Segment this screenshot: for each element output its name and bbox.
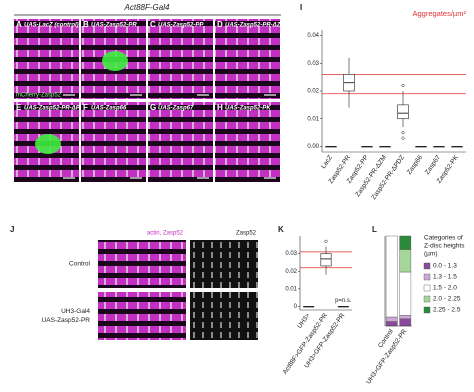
header-title: Act88F-Gal4 — [124, 3, 170, 12]
panel-label: UAS-Zasp52-PR-ΔZM — [225, 23, 286, 29]
legend-label: 1.3 - 1.5 — [433, 274, 457, 281]
legend-title: (µm) — [424, 251, 438, 258]
legend-label: 2.0 - 2.25 — [433, 296, 461, 303]
panel-letter: C — [150, 20, 156, 29]
panel-label: UAS-Zasp52-PR — [91, 23, 137, 29]
panel-letter: K — [278, 225, 284, 234]
micrograph — [98, 292, 186, 340]
y-tick-label: 0.03 — [285, 251, 297, 257]
x-tick-label: Zasp66 — [406, 154, 424, 176]
channel-label: actin, Zasp52 — [147, 231, 184, 237]
row-label: Control — [69, 261, 91, 268]
panel-letter: L — [372, 225, 377, 234]
channel-label: Zasp52 — [236, 231, 257, 237]
legend-title: Categories of — [424, 235, 463, 242]
panel-letter: G — [150, 103, 156, 112]
y-tick-label: 0.04 — [307, 33, 319, 39]
row-label: UAS-Zasp52-PR — [42, 317, 91, 324]
x-tick-label: LacZ — [320, 154, 334, 170]
micrograph — [81, 102, 146, 182]
panel-letter: H — [217, 103, 223, 112]
micrograph — [148, 19, 213, 99]
panel-label: UAS-Zasp66 — [91, 106, 127, 112]
y-tick-label: 0.01 — [307, 116, 319, 122]
box — [397, 104, 409, 120]
y-tick-label: 0.01 — [285, 286, 297, 292]
outlier — [324, 239, 328, 243]
chart-title: Aggregates/µm² — [412, 9, 466, 18]
legend-swatch — [423, 284, 431, 292]
bar-segment — [399, 249, 412, 273]
annotation: p=n.s. — [335, 298, 352, 304]
panel-letter: E — [16, 103, 22, 112]
panel-label: UAS-Zasp52-PP — [158, 23, 204, 29]
aggregate — [102, 51, 128, 71]
panel-letter: F — [83, 103, 88, 112]
micrograph — [190, 240, 258, 288]
bar-segment — [399, 271, 412, 316]
bar-segment — [399, 318, 412, 327]
panel-label: UAS-Zasp52-PK — [225, 106, 271, 112]
micrograph — [190, 292, 258, 340]
panel-letter: I — [300, 3, 302, 12]
panel-letter: D — [217, 20, 223, 29]
legend-swatch — [423, 306, 431, 314]
micrograph — [215, 19, 280, 99]
x-tick-label: UH3> — [296, 312, 311, 330]
legend-label: 0.0 - 1.3 — [433, 263, 457, 270]
bar-segment — [399, 235, 412, 250]
legend-title: Z-disc heights — [424, 243, 465, 250]
y-tick-label: 0.02 — [307, 89, 319, 95]
bar-segment — [385, 316, 398, 322]
bar-segment — [399, 315, 412, 320]
panel-letter: J — [10, 225, 14, 234]
legend-swatch — [423, 295, 431, 303]
row-label: UH3-Gal4 — [61, 308, 90, 315]
panel-label: UAS-Zasp52-PR-ΔPDZ — [24, 106, 88, 112]
y-tick-label: 0.00 — [307, 144, 319, 150]
y-tick-label: 0.03 — [307, 61, 319, 67]
y-tick-label: 0.02 — [285, 269, 297, 275]
aggregate — [35, 134, 61, 154]
bar-segment — [385, 235, 398, 318]
x-tick-label: Zasp52-PR-ΔPDZ — [370, 154, 406, 201]
micrograph — [14, 19, 79, 99]
outlier — [401, 83, 405, 88]
outlier — [401, 131, 405, 135]
panel-label: UAS-LacZ (control) — [24, 23, 79, 29]
micrograph — [98, 240, 186, 288]
outlier — [401, 136, 405, 140]
legend-label: 2.25 - 2.5 — [433, 307, 461, 314]
x-tick-label: Zasp67 — [424, 154, 442, 176]
panel-letter: A — [16, 20, 22, 29]
legend-label: 1.5 - 2.0 — [433, 285, 457, 292]
legend-swatch — [423, 262, 431, 270]
micrograph — [215, 102, 280, 182]
box — [320, 253, 332, 267]
y-tick-label: 0 — [294, 304, 298, 310]
micrograph — [148, 102, 213, 182]
panel-letter: B — [83, 20, 89, 29]
legend-swatch — [423, 273, 431, 281]
channel-label: mCherry-Zasp52 — [16, 93, 62, 99]
panel-label: UAS-Zasp67 — [158, 106, 194, 112]
bar-segment — [385, 321, 398, 327]
